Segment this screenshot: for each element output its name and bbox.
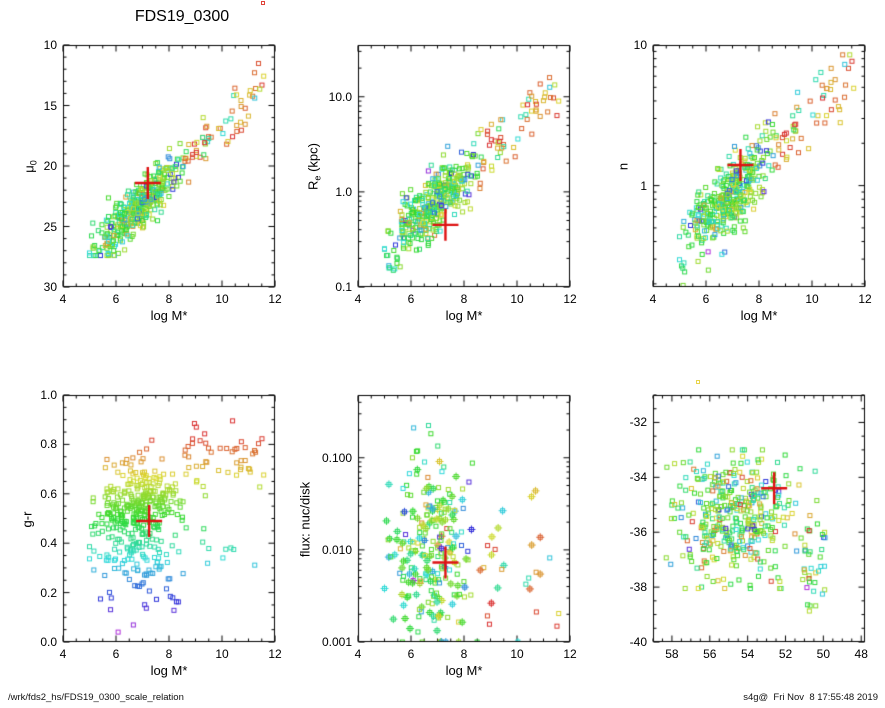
- y-tick-label: 0.100: [321, 450, 352, 465]
- y-axis-label-text: g-r: [19, 511, 35, 527]
- y-tick-label: 25: [43, 219, 57, 234]
- x-tick-label: 4: [649, 292, 657, 306]
- x-tick-label: 6: [112, 292, 120, 306]
- x-axis-label: log M*: [740, 308, 778, 323]
- x-tick-label: 4: [354, 647, 362, 661]
- x-tick-label: 6: [407, 647, 415, 661]
- y-tick-label: -32: [629, 415, 647, 430]
- y-axis-label: Re (kpc): [306, 107, 323, 227]
- x-tick-label: 10: [510, 647, 524, 661]
- y-tick-label: -40: [629, 635, 647, 649]
- y-tick-label: 0.6: [40, 486, 57, 501]
- footer-user-timestamp: s4g@ Fri Nov 8 17:55:48 2019: [743, 692, 878, 703]
- figure-title: FDS19_0300: [134, 8, 230, 25]
- x-tick-label: 10: [215, 292, 229, 306]
- x-tick-label: 10: [510, 292, 524, 306]
- y-tick-label: 1.0: [40, 388, 57, 402]
- y-tick-label: 0.1: [335, 280, 352, 294]
- x-tick-label: 12: [563, 647, 577, 661]
- y-axis-label-suffix: (kpc): [305, 143, 321, 176]
- footer-path: /wrk/fds2_hs/FDS19_0300_scale_relation: [8, 692, 184, 703]
- panel-mu0-vs-logmass-canvas: [62, 44, 276, 288]
- x-tick-label: 8: [460, 292, 468, 306]
- y-tick-label: 30: [43, 280, 57, 294]
- x-tick-label: 4: [354, 292, 362, 306]
- panel-re-vs-logmass-canvas: [357, 44, 571, 288]
- x-tick-label: 6: [407, 292, 415, 306]
- x-tick-label: 10: [805, 292, 819, 306]
- y-tick-label: 10.0: [328, 89, 352, 104]
- x-tick-label: 12: [268, 292, 282, 306]
- x-tick-label: 10: [215, 647, 229, 661]
- x-tick-label: 4: [59, 647, 67, 661]
- x-tick-label: 12: [563, 292, 577, 306]
- x-tick-label: 8: [755, 292, 763, 306]
- stray-point: [696, 380, 700, 384]
- x-tick-label: 12: [858, 292, 872, 306]
- y-axis-label-text: μ: [21, 165, 37, 173]
- y-axis-label-text: n: [615, 162, 631, 171]
- x-tick-label: 52: [778, 647, 793, 661]
- panel-sersic-n-vs-logmass-canvas: [652, 44, 866, 288]
- y-tick-label: 1: [640, 178, 647, 193]
- panel-gr-colour-vs-logmass-canvas: [62, 394, 276, 643]
- stray-point: [261, 1, 265, 5]
- y-axis-label-subscript: e: [312, 175, 323, 181]
- y-axis-label: g-r: [20, 459, 37, 579]
- y-axis-label: μ0: [22, 107, 39, 227]
- y-tick-label: -36: [629, 525, 647, 540]
- y-axis-label-text: flux: nuc/disk: [297, 481, 313, 557]
- x-tick-label: 4: [59, 292, 67, 306]
- x-tick-label: 54: [740, 647, 755, 661]
- x-tick-label: 6: [112, 647, 120, 661]
- y-axis-label: n: [616, 107, 633, 227]
- y-tick-label: 0.0: [40, 635, 57, 649]
- y-tick-label: 10: [43, 38, 57, 52]
- y-tick-label: 0.4: [40, 536, 57, 551]
- y-axis-label-subscript: 0: [28, 160, 39, 166]
- x-tick-label: 8: [460, 647, 468, 661]
- x-tick-label: 12: [268, 647, 282, 661]
- y-tick-label: 1.0: [335, 184, 352, 199]
- y-tick-label: 15: [43, 98, 57, 113]
- y-tick-label: 0.010: [321, 542, 352, 557]
- x-tick-label: 58: [665, 647, 679, 661]
- x-axis-label: log M*: [150, 663, 188, 678]
- x-tick-label: 8: [165, 647, 173, 661]
- y-axis-label-text: R: [305, 180, 321, 190]
- y-tick-label: -38: [629, 580, 647, 595]
- y-axis-label: flux: nuc/disk: [298, 459, 315, 579]
- y-tick-label: 20: [43, 159, 57, 173]
- x-axis-label: log M*: [445, 308, 483, 323]
- panel-sky-position-canvas: [652, 394, 866, 643]
- y-tick-label: 0.8: [40, 437, 57, 452]
- y-tick-label: 0.2: [40, 585, 57, 600]
- x-tick-label: 50: [816, 647, 831, 661]
- x-tick-label: 6: [702, 292, 710, 306]
- y-tick-label: 0.001: [321, 635, 352, 649]
- panel-nucdisk-flux-vs-logmass-canvas: [357, 394, 571, 643]
- y-tick-label: 10: [633, 38, 647, 52]
- x-tick-label: 8: [165, 292, 173, 306]
- x-tick-label: 56: [703, 647, 717, 661]
- x-axis-label: log M*: [445, 663, 483, 678]
- x-tick-label: 48: [854, 647, 868, 661]
- y-tick-label: -34: [629, 470, 647, 485]
- x-axis-label: log M*: [150, 308, 188, 323]
